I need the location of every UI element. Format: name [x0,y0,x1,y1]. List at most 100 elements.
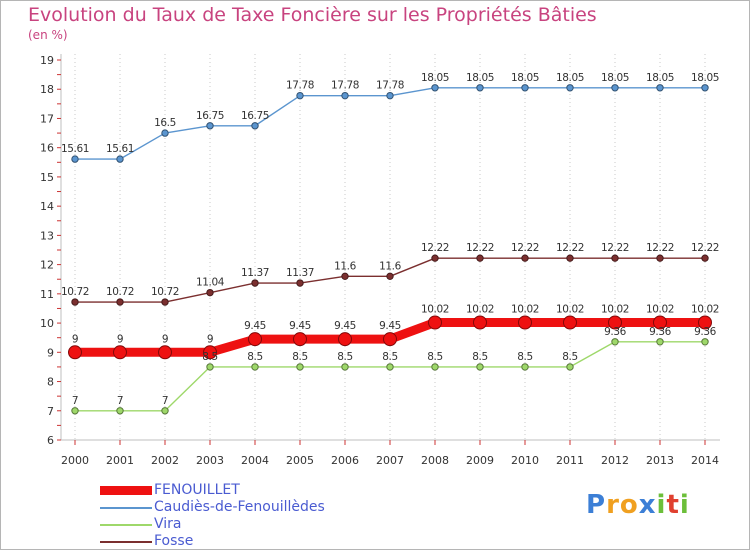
data-label-caudi-s-de-fenouill-des: 18.05 [646,72,674,84]
x-tick-label: 2004 [241,454,269,467]
data-point-caudi-s-de-fenouill-des [701,84,709,92]
data-point-fenouillet [248,332,262,347]
legend-label-fenouillet: FENOUILLET [154,482,240,498]
data-point-fosse [161,298,169,306]
data-label-fenouillet: 10.02 [466,303,494,315]
data-point-fosse [521,254,529,262]
legend-swatch-fenouillet [100,486,152,495]
data-point-caudi-s-de-fenouill-des [521,84,529,92]
data-point-fenouillet [653,315,667,330]
logo-letter: P [586,490,607,520]
data-point-vira [251,363,259,371]
data-label-fosse: 12.22 [466,242,494,254]
axis-layer: 6 7 8 9 10 11 12 13 14 15 16 17 18 19 2000 2001 2002 2003… [40,54,720,467]
y-tick-label: 17 [40,112,54,125]
data-label-vira: 8.5 [247,351,263,363]
data-label-vira: 8.5 [202,351,218,363]
logo-letter: r [606,490,620,520]
data-point-caudi-s-de-fenouill-des [656,84,664,92]
data-label-vira: 8.5 [472,351,488,363]
data-point-fosse [116,298,124,306]
data-label-vira: 8.5 [382,351,398,363]
x-tick-label: 2008 [421,454,449,467]
y-tick-label: 10 [40,317,54,330]
data-point-fenouillet [563,315,577,330]
y-tick-label: 18 [40,83,54,96]
y-tick-label: 19 [40,54,54,67]
data-point-fosse [611,254,619,262]
data-point-fenouillet [293,332,307,347]
data-label-fosse: 11.04 [196,277,225,289]
x-tick-label: 2002 [151,454,179,467]
proxiti-logo: Proxiti [586,490,690,520]
y-tick-label: 9 [47,346,54,359]
data-label-fosse: 12.22 [691,242,719,254]
data-point-fosse [701,254,709,262]
y-tick-label: 12 [40,259,54,272]
data-point-vira [656,338,664,346]
x-tick-label: 2011 [556,454,584,467]
x-tick-label: 2007 [376,454,404,467]
data-point-vira [701,338,709,346]
data-point-caudi-s-de-fenouill-des [611,84,619,92]
legend-swatch-fosse [100,540,152,543]
data-label-caudi-s-de-fenouill-des: 18.05 [466,72,494,84]
y-tick-label: 11 [40,288,54,301]
data-label-fosse: 12.22 [421,242,449,254]
x-tick-label: 2000 [61,454,89,467]
data-label-fenouillet: 10.02 [511,303,539,315]
data-point-caudi-s-de-fenouill-des [251,122,259,130]
data-label-caudi-s-de-fenouill-des: 18.05 [421,72,449,84]
data-label-vira: 9.36 [694,326,716,338]
x-tick-label: 2003 [196,454,224,467]
data-label-fenouillet: 9.45 [244,320,266,332]
data-label-vira: 8.5 [427,351,443,363]
x-tick-label: 2014 [691,454,719,467]
data-label-fenouillet: 10.02 [646,303,674,315]
data-point-fenouillet [698,315,712,330]
data-label-fenouillet: 9.45 [334,320,356,332]
data-point-fosse [386,272,394,281]
data-label-vira: 7 [72,395,78,407]
data-label-vira: 9.36 [604,326,626,338]
data-point-caudi-s-de-fenouill-des [296,91,304,100]
data-label-caudi-s-de-fenouill-des: 15.61 [61,143,89,155]
data-label-vira: 9.36 [649,326,671,338]
data-point-vira [566,363,574,371]
data-point-fenouillet [158,345,172,360]
data-point-caudi-s-de-fenouill-des [206,122,214,130]
data-point-vira [431,363,439,371]
chart-unit-label: (en %) [28,28,68,42]
logo-letter: o [619,490,639,520]
data-label-vira: 7 [162,395,168,407]
logo-letter: t [666,490,680,520]
data-point-caudi-s-de-fenouill-des [71,155,79,163]
logo-letter: x [638,490,657,520]
data-point-fenouillet [338,332,352,347]
x-tick-label: 2006 [331,454,359,467]
data-label-vira: 8.5 [517,351,533,363]
data-label-fosse: 11.6 [379,260,401,272]
data-point-fosse [476,254,484,262]
data-label-caudi-s-de-fenouill-des: 17.78 [376,80,404,92]
x-tick-label: 2013 [646,454,674,467]
data-point-fosse [206,288,214,297]
data-point-fenouillet [518,315,532,330]
data-point-caudi-s-de-fenouill-des [431,84,439,92]
data-point-vira [206,363,214,371]
data-label-caudi-s-de-fenouill-des: 18.05 [556,72,584,84]
data-label-fenouillet: 9.45 [379,320,401,332]
data-label-fenouillet: 9.45 [289,320,311,332]
y-tick-label: 15 [40,171,54,184]
data-point-fenouillet [608,315,622,330]
data-point-vira [296,363,304,371]
data-label-fenouillet: 9 [162,333,168,345]
data-label-vira: 8.5 [562,351,578,363]
data-label-fenouillet: 9 [207,333,213,345]
data-point-fosse [431,254,439,262]
chart-title: Evolution du Taux de Taxe Foncière sur l… [28,4,597,26]
data-point-caudi-s-de-fenouill-des [476,84,484,92]
legend-label-vira: Vira [154,516,182,532]
data-label-vira: 8.5 [337,351,353,363]
data-label-fosse: 12.22 [556,242,584,254]
